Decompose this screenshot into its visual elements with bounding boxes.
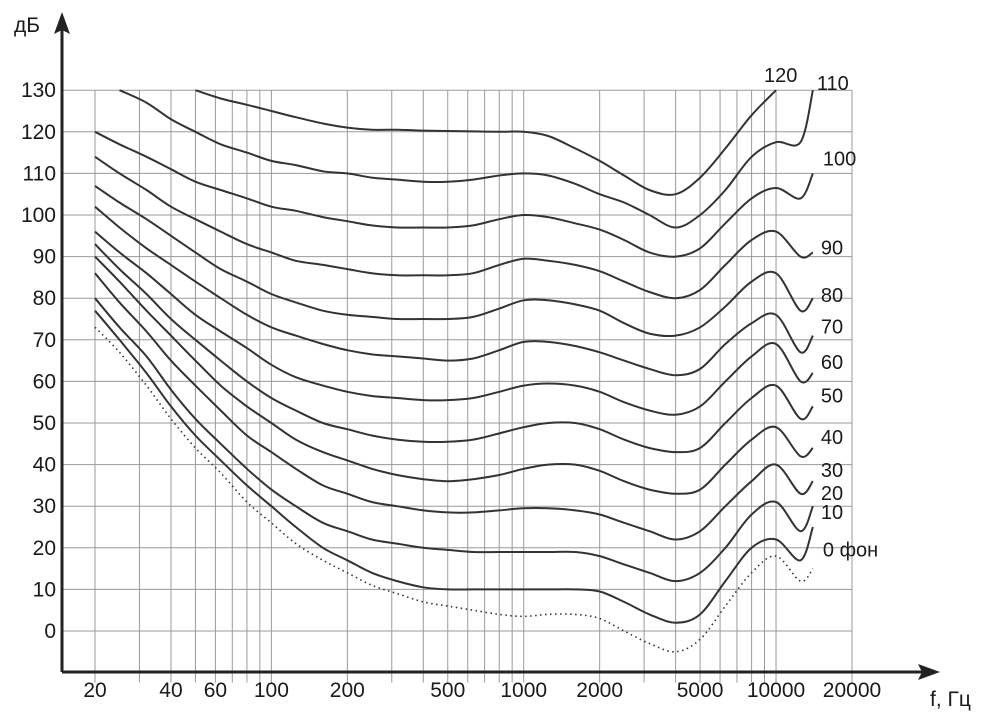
x-tick-label: 5000	[677, 679, 724, 702]
curve-label: 80	[821, 285, 843, 307]
x-tick-label: 1000	[500, 679, 547, 702]
grid	[62, 89, 853, 683]
curve-label: 60	[821, 352, 843, 374]
curve-label: 0 фон	[823, 540, 878, 562]
loudness-curve-80	[94, 185, 814, 338]
x-axis-arrow-icon	[918, 664, 940, 680]
curve-label: 20	[821, 483, 843, 505]
series	[94, 89, 814, 653]
loudness-curve-20	[94, 297, 814, 583]
y-tick-label: 20	[33, 537, 56, 560]
loudness-curve-70	[94, 205, 814, 377]
curve-label: 90	[821, 237, 843, 259]
y-tick-label: 120	[21, 121, 56, 144]
y-tick-label: 90	[33, 246, 56, 269]
y-tick-label: 50	[33, 412, 56, 435]
curve-label: 100	[823, 148, 856, 170]
y-axis-title: дБ	[14, 14, 40, 37]
curve-label: 110	[817, 73, 849, 95]
axes: дБ f, Гц	[14, 12, 971, 711]
y-tick-label: 10	[33, 578, 56, 601]
loudness-curve-10	[94, 310, 814, 624]
loudness-curve-40	[94, 255, 814, 495]
y-tick-label: 30	[33, 495, 56, 518]
y-tick-label: 70	[33, 329, 56, 352]
loudness-curve-50	[94, 243, 814, 454]
y-tick-label: 60	[33, 370, 56, 393]
x-tick-label: 500	[430, 679, 465, 702]
y-tick-label: 80	[33, 287, 56, 310]
curve-label: 120	[764, 65, 797, 87]
y-tick-label: 0	[44, 620, 56, 643]
curve-label: 40	[821, 427, 843, 449]
y-tick-label: 110	[23, 162, 56, 185]
tick-labels: 20 40 60 100 200 500 1000 2000 5000 10000 20000 0 10…	[21, 79, 881, 702]
curve-label: 10	[821, 502, 843, 524]
loudness-curve-60	[94, 230, 814, 416]
x-tick-label: 40	[159, 679, 182, 702]
y-tick-label: 100	[21, 204, 56, 227]
loudness-curve-30	[94, 272, 814, 541]
loudness-curve-0-фон	[94, 326, 814, 653]
x-axis-title: f, Гц	[930, 688, 971, 711]
y-tick-label: 130	[21, 79, 56, 102]
x-tick-label: 60	[204, 679, 227, 702]
curve-label: 50	[821, 385, 843, 407]
x-tick-label: 20000	[823, 679, 881, 702]
x-tick-label: 200	[330, 679, 365, 702]
x-tick-label: 20	[83, 679, 106, 702]
y-tick-label: 40	[33, 454, 56, 477]
loudness-curve-100	[94, 130, 814, 258]
loudness-curve-110	[119, 89, 814, 229]
loudness-curve-90	[94, 155, 814, 300]
loudness-curve-120	[195, 89, 777, 196]
curve-label: 70	[821, 317, 843, 339]
x-tick-label: 100	[254, 679, 289, 702]
x-tick-label: 10000	[747, 679, 805, 702]
y-axis-arrow-icon	[54, 12, 70, 34]
curve-label: 30	[821, 460, 843, 482]
x-tick-label: 2000	[576, 679, 623, 702]
